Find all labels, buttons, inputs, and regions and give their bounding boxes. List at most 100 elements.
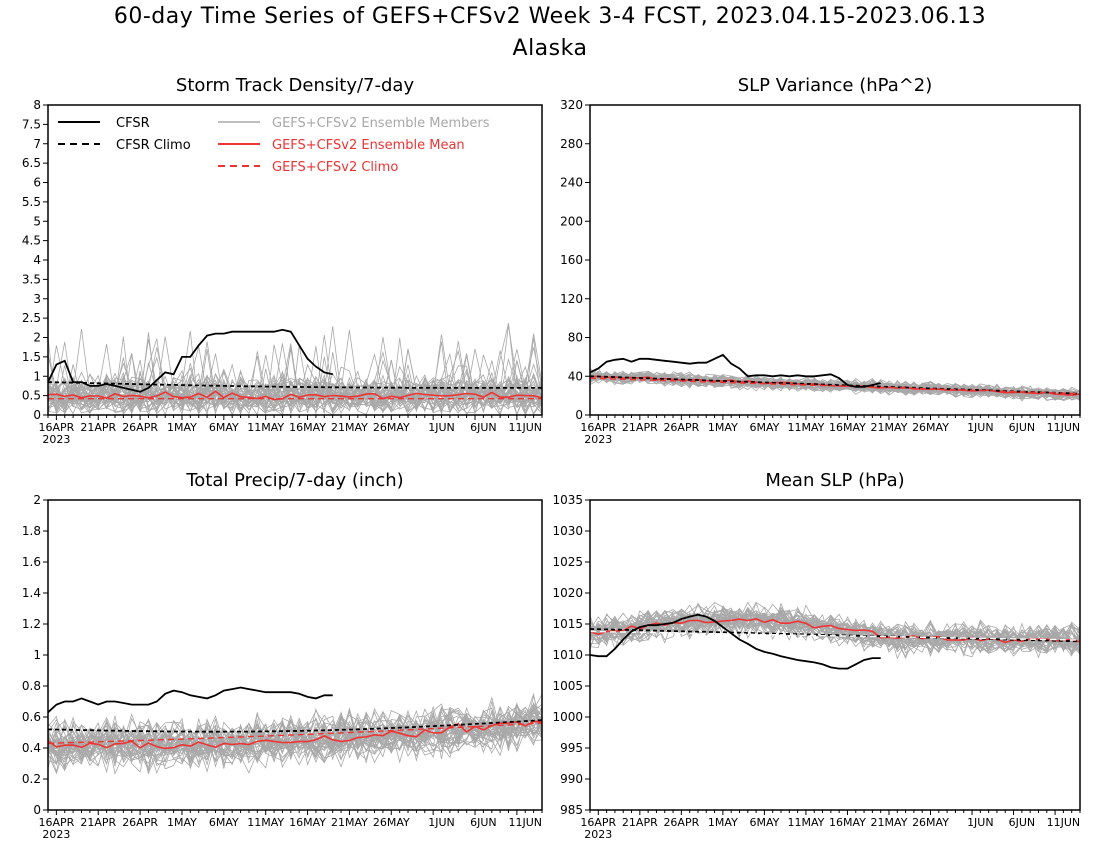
y-tick-label: 990	[560, 772, 583, 786]
x-tick-label: 26APR	[122, 816, 158, 829]
y-tick-label: 3	[33, 292, 41, 306]
y-tick-label: 0.5	[22, 389, 41, 403]
x-tick-label: 6JUN	[1009, 816, 1036, 829]
x-tick-label: 16MAY	[289, 816, 326, 829]
legend-label-cfsr: CFSR	[116, 116, 150, 131]
ensemble-member-line	[48, 707, 542, 767]
region-title: Alaska	[512, 36, 588, 61]
y-tick-label: 1020	[552, 586, 583, 600]
y-tick-label: 0.6	[22, 710, 41, 724]
y-tick-label: 0	[33, 408, 41, 422]
x-tick-label: 26APR	[663, 816, 699, 829]
x-tick-label: 16APR	[580, 816, 616, 829]
cfsr-line	[590, 353, 881, 388]
x-tick-label: 11MAY	[787, 816, 824, 829]
y-tick-label: 0	[575, 408, 583, 422]
y-tick-label: 40	[568, 369, 583, 383]
panel-title-precip: Total Precip/7-day (inch)	[186, 470, 404, 491]
x-tick-label: 21APR	[622, 421, 658, 434]
x-tick-label: 26MAY	[373, 421, 410, 434]
plot-frame	[47, 499, 543, 811]
ensemble-climo-line	[590, 377, 1080, 395]
plot-frame	[589, 104, 1081, 416]
x-year-label: 2023	[584, 433, 612, 446]
y-tick-label: 1.6	[22, 555, 41, 569]
ensemble-member-line	[590, 606, 1080, 659]
plot-area	[590, 353, 1080, 402]
x-tick-label: 6MAY	[209, 816, 239, 829]
ensemble-member-line	[48, 336, 542, 415]
x-tick-label: 21MAY	[871, 421, 908, 434]
ensemble-member-line	[48, 353, 542, 415]
x-tick-label: 21MAY	[331, 421, 368, 434]
panel-total-precip: 0 0.2 0.4 0.6 0.8 1 1.2 1.4 1.6 1.8 2 16APR 21APR 26A…	[22, 493, 543, 841]
y-tick-label: 2	[33, 493, 41, 507]
ensemble-mean-line	[48, 720, 542, 750]
y-tick-label: 0	[33, 803, 41, 817]
x-tick-label: 1JUN	[428, 816, 455, 829]
y-tick-label: 7.5	[22, 117, 41, 131]
y-tick-label: 1	[33, 648, 41, 662]
ensemble-member-line	[48, 707, 542, 772]
cfsr-line	[48, 328, 333, 393]
x-tick-label: 1MAY	[167, 421, 197, 434]
x-tick-label: 11JUN	[508, 816, 542, 829]
x-tick-label: 16MAY	[289, 421, 326, 434]
x-tick-label: 21MAY	[331, 816, 368, 829]
panel-title-slp-variance: SLP Variance (hPa^2)	[737, 75, 933, 96]
y-tick-label: 1025	[552, 555, 583, 569]
x-tick-label: 6MAY	[749, 421, 779, 434]
panel-title-storm-track: Storm Track Density/7-day	[175, 75, 415, 96]
x-tick-label: 16MAY	[829, 816, 866, 829]
x-tick-label: 26APR	[663, 421, 699, 434]
x-tick-label: 11JUN	[1047, 421, 1081, 434]
cfsr-line	[48, 686, 333, 714]
panel-title-mean-slp: Mean SLP (hPa)	[765, 470, 905, 491]
y-tick-label: 1.5	[22, 350, 41, 364]
y-tick-label: 6.5	[22, 156, 41, 170]
main-title: 60-day Time Series of GEFS+CFSv2 Week 3-…	[113, 4, 987, 29]
cfsr-line	[590, 613, 881, 670]
ensemble-member-line	[48, 323, 542, 414]
ensemble-mean-line	[48, 390, 542, 401]
ensemble-climo-line	[590, 630, 1080, 641]
x-tick-label: 21MAY	[871, 816, 908, 829]
y-tick-label: 5.5	[22, 195, 41, 209]
y-tick-label: 3.5	[22, 272, 41, 286]
x-tick-label: 26APR	[122, 421, 158, 434]
ensemble-member-line	[590, 612, 1080, 651]
legend-label-cfsr-climo: CFSR Climo	[116, 138, 191, 153]
panel-storm-track-density: 0 0.5 1 1.5 2 2.5 3 3.5 4 4.5 5 5.5 6 6.5 7 7.5 8 16APR 21…	[22, 98, 543, 446]
x-tick-label: 11JUN	[508, 421, 542, 434]
x-tick-label: 11MAY	[787, 421, 824, 434]
y-tick-label: 1.4	[22, 586, 41, 600]
x-tick-label: 11MAY	[247, 421, 284, 434]
x-tick-label: 16APR	[38, 421, 74, 434]
y-tick-label: 1015	[552, 617, 583, 631]
legend-label-ens-climo: GEFS+CFSv2 Climo	[272, 160, 398, 175]
y-tick-label: 120	[560, 292, 583, 306]
ensemble-member-line	[590, 601, 1080, 653]
ensemble-member-line	[48, 365, 542, 412]
y-tick-label: 200	[560, 214, 583, 228]
y-tick-label: 985	[560, 803, 583, 817]
x-tick-label: 21APR	[80, 816, 116, 829]
x-tick-label: 6JUN	[1009, 421, 1036, 434]
x-tick-label: 21APR	[622, 816, 658, 829]
x-tick-label: 16APR	[38, 816, 74, 829]
y-tick-label: 240	[560, 176, 583, 190]
y-tick-label: 1010	[552, 648, 583, 662]
x-tick-label: 6MAY	[209, 421, 239, 434]
x-tick-label: 11JUN	[1047, 816, 1081, 829]
x-year-label: 2023	[42, 828, 70, 841]
y-tick-label: 280	[560, 137, 583, 151]
y-tick-label: 7	[33, 137, 41, 151]
y-tick-label: 1005	[552, 679, 583, 693]
x-tick-label: 6JUN	[470, 816, 497, 829]
y-tick-label: 1030	[552, 524, 583, 538]
cfsr-climo-line	[590, 375, 1080, 395]
panel-mean-slp: 985 990 995 1000 1005 1010 1015 1020 1025 1030 103…	[552, 493, 1081, 841]
y-tick-label: 2	[33, 331, 41, 345]
legend-label-ens-mean: GEFS+CFSv2 Ensemble Mean	[272, 138, 465, 153]
x-tick-label: 1JUN	[967, 421, 994, 434]
